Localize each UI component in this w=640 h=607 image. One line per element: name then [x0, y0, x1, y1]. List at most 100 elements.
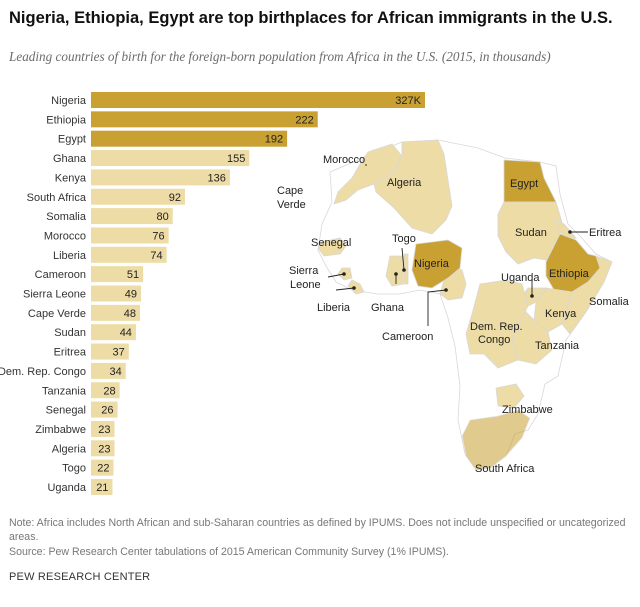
bar-value-label: 44	[120, 327, 132, 339]
dot-togo	[402, 268, 406, 272]
chart-source: Source: Pew Research Center tabulations …	[9, 546, 449, 558]
map-label-sierra-leone-1: Sierra	[289, 265, 319, 277]
map-leader-lines	[327, 164, 588, 326]
map-labels: Morocco Algeria Egypt Cape Verde Sudan E…	[277, 154, 630, 475]
category-label: Liberia	[53, 250, 87, 262]
bar	[91, 169, 230, 186]
map-senegal	[317, 237, 347, 257]
africa-map	[317, 139, 613, 471]
map-label-cape-verde-2: Verde	[277, 199, 306, 211]
category-label: Algeria	[52, 443, 87, 455]
map-label-kenya: Kenya	[545, 308, 577, 320]
map-label-tanzania: Tanzania	[535, 340, 580, 352]
category-label: Uganda	[47, 482, 86, 494]
bar	[91, 266, 144, 283]
bar-value-label: 51	[127, 269, 139, 281]
map-liberia	[347, 279, 365, 295]
map-label-sierra-leone-2: Leone	[290, 279, 321, 291]
bar	[91, 188, 185, 205]
bar-value-label: 48	[124, 308, 136, 320]
org-label: PEW RESEARCH CENTER	[9, 571, 151, 583]
bar	[91, 130, 288, 147]
bar	[91, 343, 129, 360]
bar	[91, 440, 115, 457]
bar-value-label: 34	[109, 366, 121, 378]
map-algeria	[373, 139, 453, 235]
bar	[91, 382, 120, 399]
bar-value-label: 327K	[395, 95, 421, 107]
map-label-uganda: Uganda	[501, 272, 540, 284]
map-label-morocco: Morocco	[323, 154, 365, 166]
chart-note: Note: Africa includes North African and …	[9, 517, 626, 543]
bar	[91, 246, 167, 263]
map-label-ethiopia: Ethiopia	[549, 268, 590, 280]
map-drc	[465, 279, 529, 369]
dot-sierra-leone	[342, 272, 346, 276]
map-togo	[403, 253, 409, 285]
map-label-egypt: Egypt	[510, 178, 538, 190]
bar-value-label: 23	[98, 424, 110, 436]
map-egypt	[503, 159, 557, 203]
map-label-somalia: Somalia	[589, 296, 630, 308]
bar-value-label: 21	[96, 482, 108, 494]
bar	[91, 401, 118, 418]
map-label-cape-verde-1: Cape	[277, 185, 303, 197]
map-label-sudan: Sudan	[515, 227, 547, 239]
map-somalia	[561, 255, 613, 335]
bar	[91, 324, 136, 341]
map-label-liberia: Liberia	[317, 302, 351, 314]
map-label-drc-2: Congo	[478, 334, 510, 346]
bar-value-label: 80	[156, 211, 168, 223]
dot-cameroon	[444, 288, 448, 292]
category-label: Zimbabwe	[35, 424, 86, 436]
map-south-africa	[461, 409, 531, 471]
category-label: Nigeria	[51, 95, 87, 107]
bar	[91, 150, 250, 167]
bar	[91, 362, 126, 379]
chart-title: Nigeria, Ethiopia, Egypt are top birthpl…	[9, 9, 613, 27]
dot-uganda	[530, 294, 534, 298]
map-label-senegal: Senegal	[311, 237, 351, 249]
category-label: Sudan	[54, 327, 86, 339]
map-zimbabwe	[495, 383, 525, 409]
bar-series: Nigeria 327K Ethiopia 222 Egypt 192 Ghana 155 Ke…	[0, 92, 425, 495]
dot-liberia	[352, 286, 356, 290]
category-label: Sierra Leone	[23, 289, 86, 301]
category-label: Somalia	[46, 211, 87, 223]
leader-togo	[401, 247, 405, 271]
leader-cameroon	[427, 289, 447, 326]
chart-area: Morocco Algeria Egypt Cape Verde Sudan E…	[0, 92, 630, 495]
bar	[91, 479, 113, 495]
bar-value-label: 74	[150, 250, 162, 262]
bar	[91, 420, 115, 437]
bar-value-label: 26	[101, 405, 113, 417]
map-sudan	[497, 201, 563, 265]
category-label: Egypt	[58, 134, 86, 146]
map-label-togo: Togo	[392, 233, 416, 245]
map-label-algeria: Algeria	[387, 177, 422, 189]
category-label: South Africa	[27, 192, 87, 204]
category-label: Ethiopia	[46, 114, 87, 126]
category-label: Morocco	[44, 230, 86, 242]
category-label: Cape Verde	[28, 308, 86, 320]
category-label: Ghana	[53, 153, 87, 165]
category-label: Dem. Rep. Congo	[0, 366, 86, 378]
bar-value-label: 92	[169, 192, 181, 204]
leader-liberia	[335, 287, 355, 291]
bar-value-label: 37	[113, 347, 125, 359]
category-label: Kenya	[55, 172, 87, 184]
category-label: Eritrea	[54, 347, 87, 359]
bar-value-label: 136	[208, 172, 226, 184]
bar	[91, 459, 114, 476]
bar-value-label: 76	[152, 230, 164, 242]
bar-value-label: 192	[265, 134, 283, 146]
dot-eritrea	[568, 230, 572, 234]
bar	[91, 111, 318, 128]
bar-value-label: 155	[227, 153, 245, 165]
bar	[91, 92, 425, 108]
chart-subtitle: Leading countries of birth for the forei…	[9, 49, 551, 64]
map-label-cameroon: Cameroon	[382, 331, 433, 343]
map-label-nigeria: Nigeria	[414, 258, 450, 270]
category-label: Senegal	[46, 405, 86, 417]
bar	[91, 285, 142, 302]
